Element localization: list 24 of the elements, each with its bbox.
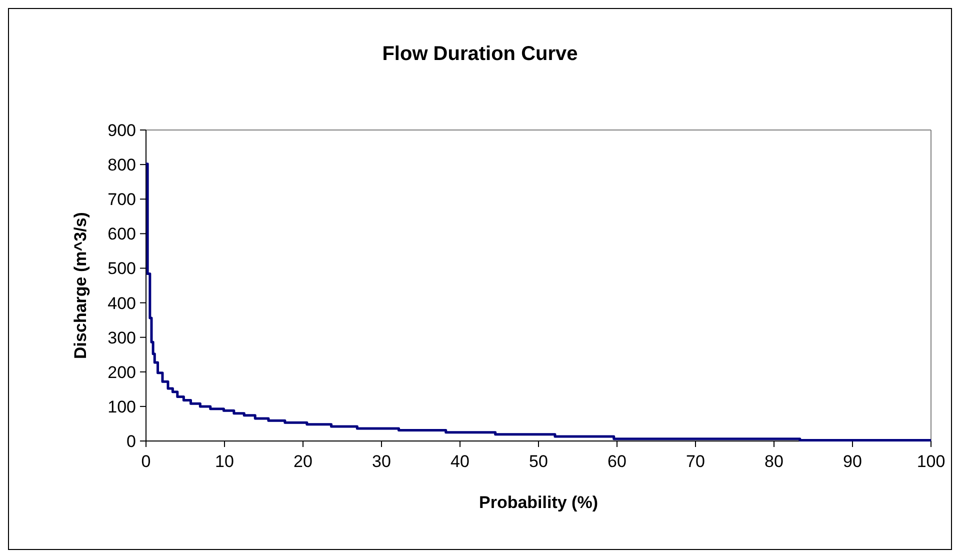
x-tick-label: 100: [916, 452, 946, 471]
y-tick-label: 800: [108, 156, 136, 175]
y-tick-label: 0: [126, 432, 136, 451]
x-tick-label: 70: [686, 452, 705, 471]
y-tick-label: 100: [108, 397, 136, 416]
x-tick-label: 40: [450, 452, 470, 471]
y-tick-label: 400: [108, 294, 136, 313]
x-tick-label: 80: [764, 452, 784, 471]
y-tick-label: 700: [108, 190, 136, 210]
y-tick-label: 900: [108, 121, 136, 140]
y-tick-label: 200: [108, 362, 136, 382]
y-tick-label: 300: [108, 328, 136, 348]
y-axis-title: Discharge (m^3/s): [71, 212, 90, 359]
x-tick-label: 30: [372, 452, 391, 471]
y-tick-label: 600: [108, 224, 136, 244]
x-tick-label: 20: [294, 452, 312, 471]
x-tick-label: 90: [843, 452, 862, 471]
x-tick-label: 10: [215, 452, 234, 471]
y-tick-label: 500: [108, 259, 136, 278]
x-tick-label: 0: [141, 452, 151, 471]
chart-title: Flow Duration Curve: [382, 43, 578, 65]
x-axis-title: Probability (%): [478, 493, 598, 512]
x-tick-label: 60: [608, 452, 626, 471]
x-tick-label: 50: [529, 452, 548, 471]
